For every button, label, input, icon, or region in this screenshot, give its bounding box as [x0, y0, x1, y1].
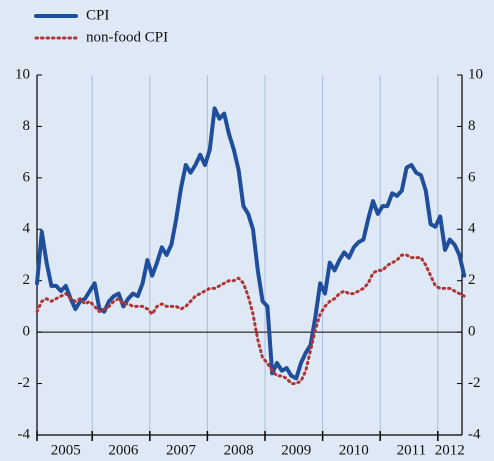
y-tick-label: 2	[23, 272, 31, 288]
x-tick-label: 2007	[166, 442, 197, 458]
y-tick-label: -2	[18, 375, 31, 391]
y2-tick-label: 0	[468, 324, 476, 340]
x-tick-label: 2008	[224, 442, 254, 458]
y-tick-label: 6	[23, 169, 31, 185]
y2-tick-label: 2	[468, 272, 476, 288]
x-tick-label: 2012	[435, 442, 465, 458]
x-tick-label: 2010	[339, 442, 369, 458]
y2-tick-label: 6	[468, 169, 476, 185]
y2-tick-label: 10	[468, 66, 483, 82]
y2-tick-label: -4	[468, 426, 481, 442]
y-tick-label: 8	[23, 118, 31, 134]
x-tick-label: 2011	[397, 442, 426, 458]
x-tick-label: 2006	[108, 442, 139, 458]
y2-tick-label: 4	[468, 221, 476, 237]
series-line	[35, 106, 467, 381]
y-tick-label: 4	[23, 221, 31, 237]
y2-tick-label: -2	[468, 375, 481, 391]
y-tick-label: 10	[15, 66, 30, 82]
legend-label: CPI	[86, 7, 109, 23]
series-line	[35, 253, 466, 386]
y-tick-label: 0	[23, 324, 31, 340]
y-tick-label: -4	[18, 426, 31, 442]
x-tick-label: 2005	[51, 442, 81, 458]
x-tick-label: 2009	[281, 442, 311, 458]
legend-label: non-food CPI	[86, 29, 168, 45]
y2-tick-label: 8	[468, 118, 476, 134]
